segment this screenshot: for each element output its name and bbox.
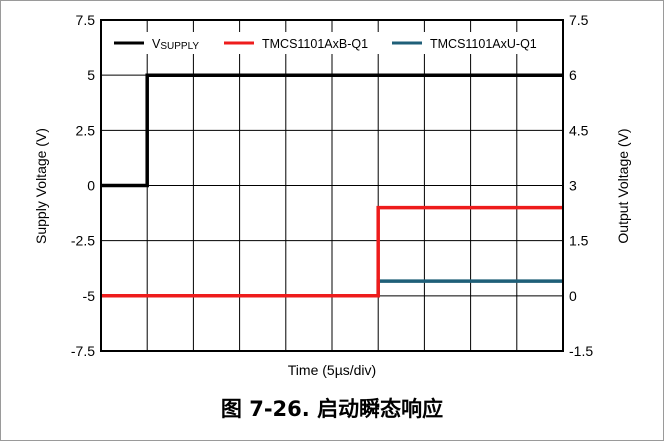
- y2-tick-label: 4.5: [569, 122, 589, 138]
- legend: VSUPPLY TMCS1101AxB-Q1 TMCS1101AxU-Q1: [108, 32, 556, 54]
- left-axis-ticks: 7.5 5 2.5 0 -2.5 -5 -7.5: [71, 12, 95, 359]
- startup-transient-chart: 7.5 5 2.5 0 -2.5 -5 -7.5 7.5 6 4.5 3 1.5 0 -1.5 Time…: [33, 12, 631, 378]
- y-tick-label: 5: [87, 67, 95, 83]
- y-tick-label: -7.5: [71, 343, 95, 359]
- y-tick-label: 0: [87, 178, 95, 194]
- plot-area: [100, 19, 564, 352]
- legend-label-axu: TMCS1101AxU-Q1: [430, 37, 537, 51]
- legend-background: [108, 32, 556, 54]
- y-tick-label: 2.5: [76, 122, 96, 138]
- y-axis-label: Supply Voltage (V): [33, 128, 49, 244]
- trace-vsupply: [101, 73, 563, 188]
- y-tick-label: -2.5: [71, 233, 95, 249]
- right-axis-ticks: 7.5 6 4.5 3 1.5 0 -1.5: [569, 12, 593, 359]
- y2-tick-label: 0: [569, 288, 577, 304]
- y2-tick-label: 7.5: [569, 12, 589, 28]
- legend-label-axb: TMCS1101AxB-Q1: [262, 37, 368, 51]
- x-axis-label: Time (5µs/div): [288, 362, 376, 378]
- legend-label-vsupply: VSUPPLY: [152, 37, 199, 52]
- y2-tick-label: -1.5: [569, 343, 593, 359]
- y2-tick-label: 3: [569, 178, 577, 194]
- y2-tick-label: 6: [569, 67, 577, 83]
- figure-caption: 图 7-26. 启动瞬态响应: [220, 397, 444, 421]
- y2-axis-label: Output Voltage (V): [615, 128, 631, 243]
- grid-lines: [101, 20, 563, 351]
- trace-tmcs1101axb-q1: [101, 205, 563, 298]
- trace-lines: [101, 73, 563, 298]
- y2-tick-label: 1.5: [569, 233, 589, 249]
- y-tick-label: 7.5: [76, 12, 96, 28]
- y-tick-label: -5: [83, 288, 96, 304]
